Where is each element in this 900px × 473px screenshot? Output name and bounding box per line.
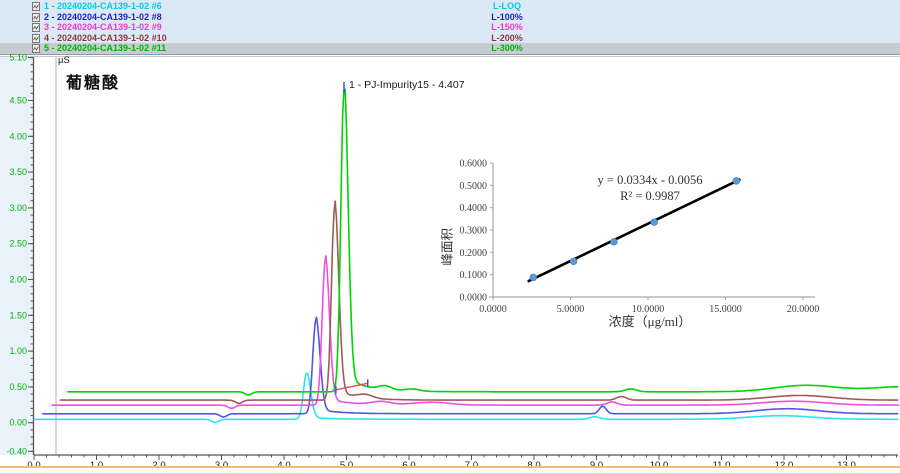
x-tick-label: 12.0 [775, 460, 794, 471]
inset-x-tick-label: 15.0000 [709, 304, 742, 315]
injection-icon [32, 33, 40, 43]
x-tick-label: 8.0 [527, 460, 540, 471]
inset-y-tick-label: 0.6000 [460, 159, 488, 170]
y-tick-label: 3.50 [9, 167, 27, 177]
inset-x-tick-label: 0.0000 [479, 304, 507, 315]
x-tick-label: 7.0 [465, 460, 478, 471]
inset-x-tick-label: 20.0000 [787, 304, 820, 315]
y-axis-gutter [0, 57, 33, 455]
injection-icon [32, 44, 40, 54]
chromatogram-trace [59, 200, 899, 405]
injection-icon [32, 2, 40, 11]
calibration-equation: y = 0.0334x - 0.0056 R² = 0.9987 [535, 172, 765, 204]
calibration-level-label: L-300% [491, 43, 523, 54]
chromatogram-trace [33, 372, 899, 424]
injection-name: 3 - 20240204-CA139-1-02 #9 [44, 22, 162, 33]
y-tick-label: 2.00 [9, 275, 27, 285]
x-tick-label: 4.0 [277, 460, 290, 471]
calibration-level-label: L-100% [491, 11, 523, 22]
y-tick-label: 4.50 [9, 96, 27, 106]
chromatogram-trace [67, 88, 899, 396]
equation-text: y = 0.0334x - 0.0056 [597, 173, 703, 187]
pane-bottom-edge [0, 466, 900, 468]
x-tick-label: 5.0 [340, 460, 353, 471]
inset-y-tick-label: 0.3000 [460, 226, 488, 237]
r-squared-text: R² = 0.9987 [620, 189, 680, 203]
injection-icon [32, 23, 40, 33]
integration-baseline [335, 382, 368, 391]
x-tick-label: 10.0 [650, 460, 669, 471]
y-tick-label: -0.40 [6, 446, 27, 456]
legend-row[interactable]: 1 - 20240204-CA139-1-02 #6 L-LOQ [0, 1, 900, 12]
y-tick-label: 5.10 [9, 53, 27, 63]
y-tick-label: 1.00 [9, 346, 27, 356]
x-tick-label: 6.0 [402, 460, 415, 471]
injection-icon [32, 12, 40, 22]
calibration-point [732, 177, 741, 185]
inset-x-tick-label: 5.0000 [557, 304, 585, 315]
calibration-level-label: L-150% [491, 22, 523, 33]
calibration-point [610, 238, 618, 246]
inset-y-tick-label: 0.4000 [460, 203, 488, 214]
inset-x-tick-label: 10.0000 [632, 304, 665, 315]
x-tick-label: 9.0 [590, 460, 603, 471]
injection-name: 1 - 20240204-CA139-1-02 #6 [44, 1, 162, 11]
chromatogram-trace [42, 316, 899, 418]
calibration-point [650, 218, 658, 226]
y-tick-label: 4.00 [9, 131, 27, 141]
x-tick-label: 0.0 [27, 460, 40, 471]
y-tick-label: 0.50 [9, 382, 27, 392]
x-tick-label: 11.0 [713, 460, 731, 471]
calibration-plot: 0.0000 0.1000 0.2000 0.3000 0.4000 0.5000 0.60… [460, 159, 820, 315]
legend-row[interactable]: 3 - 20240204-CA139-1-02 #9 L-150% [0, 22, 900, 33]
legend-underline [0, 56, 900, 57]
y-tick-label: 2.50 [9, 239, 27, 249]
calibration-trendline [527, 178, 741, 283]
inset-y-tick-label: 0.1000 [460, 270, 488, 281]
calibration-point [529, 273, 538, 282]
signal-unit-label: µS [58, 55, 70, 66]
legend-row[interactable]: 5 - 20240204-CA139-1-02 #11 L-300% [0, 43, 900, 54]
injection-name: 2 - 20240204-CA139-1-02 #8 [44, 11, 162, 22]
y-tick-label: 1.50 [9, 310, 27, 320]
calibration-xlabel: 浓度（μg/ml） [608, 314, 692, 329]
x-tick-label: 3.0 [215, 460, 228, 471]
legend-row[interactable]: 2 - 20240204-CA139-1-02 #8 L-100% [0, 12, 900, 23]
calibration-level-label: L-200% [491, 32, 523, 43]
x-tick-label: 2.0 [152, 460, 165, 471]
inset-y-tick-label: 0.0000 [460, 293, 488, 304]
y-tick-label: 0.00 [9, 418, 27, 428]
calibration-inset: 0.0000 0.1000 0.2000 0.3000 0.4000 0.5000 0.60… [440, 148, 888, 340]
calibration-ylabel: 峰面积 [440, 227, 455, 266]
chromatogram-title: 葡糖酸 [66, 75, 121, 92]
chromatogram-trace [51, 255, 900, 410]
x-tick-label: 13.0 [837, 460, 856, 471]
injection-name: 4 - 20240204-CA139-1-02 #10 [44, 32, 167, 43]
y-tick-label: 3.00 [9, 203, 27, 213]
injection-name: 5 - 20240204-CA139-1-02 #11 [44, 43, 167, 54]
peak-annotation: 1 - PJ-Impurity15 - 4.407 [349, 79, 465, 91]
legend-row[interactable]: 4 - 20240204-CA139-1-02 #10 L-200% [0, 33, 900, 44]
calibration-point [569, 257, 578, 265]
inset-y-tick-label: 0.5000 [460, 181, 488, 192]
injection-legend: 1 - 20240204-CA139-1-02 #6 L-LOQ 2 - 20240… [0, 0, 900, 55]
calibration-level-label: L-LOQ [493, 1, 521, 11]
x-tick-label: 1.0 [90, 460, 103, 471]
inset-y-tick-label: 0.2000 [460, 248, 488, 259]
